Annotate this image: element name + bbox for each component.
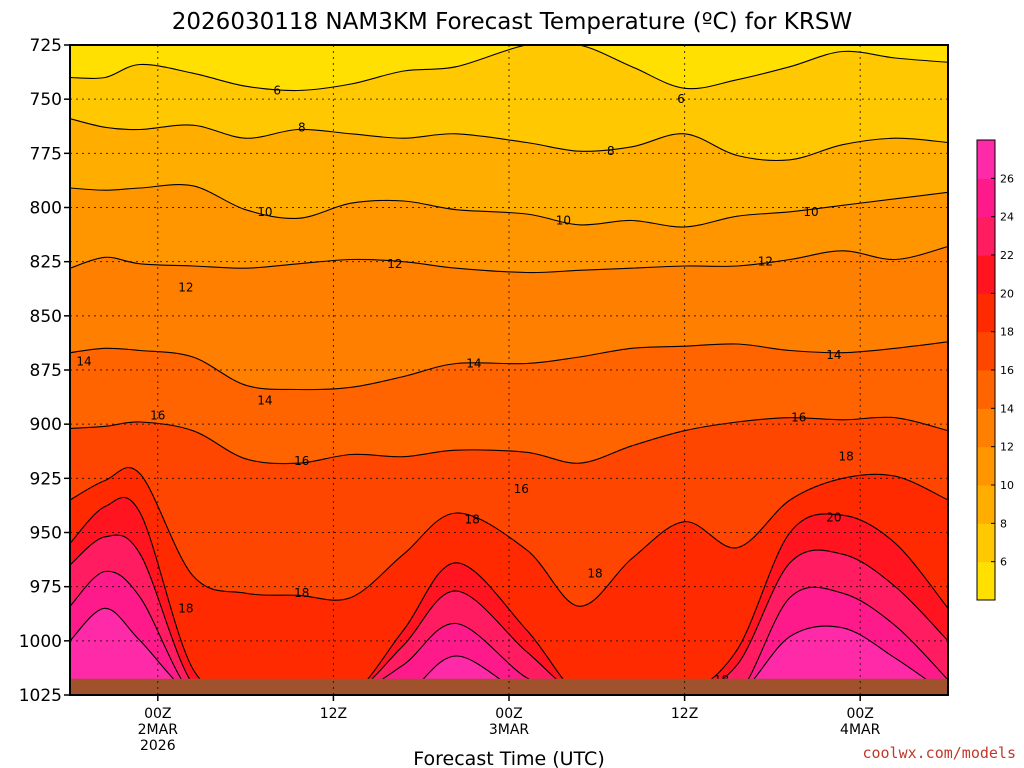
- x-tick-label: 4MAR: [840, 722, 881, 738]
- contour-label: 16: [791, 411, 806, 425]
- y-tick-label: 775: [30, 144, 62, 164]
- contour-label: 14: [257, 393, 272, 407]
- contour-label: 18: [587, 567, 602, 581]
- contour-label: 6: [677, 92, 685, 106]
- contour-label: 8: [607, 144, 615, 158]
- colorbar-segment: [977, 408, 995, 448]
- y-tick-label: 1000: [19, 632, 62, 652]
- colorbar-tick-label: 26: [1000, 172, 1014, 185]
- contour-label: 18: [294, 586, 309, 600]
- colorbar-tick-label: 10: [1000, 479, 1014, 492]
- contour-label: 20: [826, 510, 841, 524]
- colorbar-tick-label: 6: [1000, 556, 1007, 569]
- plot-area: 6 6 8 8 10 10 10 12 12 12 14 14 14 14 16 16 16 16 18 18 18 18…: [70, 45, 948, 695]
- contour-label: 18: [839, 450, 854, 464]
- contour-label: 16: [294, 454, 309, 468]
- y-tick-label: 750: [30, 90, 62, 110]
- credit-text: coolwx.com/models: [862, 744, 1016, 762]
- plot-fill-layer: 6 6 8 8 10 10 10 12 12 12 14 14 14 14 16 16 16 16 18 18 18 18…: [70, 45, 948, 695]
- contour-12: [70, 245, 948, 274]
- colorbar-segment: [977, 523, 995, 563]
- contour-label: 10: [803, 205, 818, 219]
- contour-label: 12: [758, 255, 773, 269]
- y-tick-label: 875: [30, 361, 62, 381]
- contour-label: 10: [556, 214, 571, 228]
- colorbar-segment: [977, 140, 995, 179]
- colorbar-tick-label: 8: [1000, 517, 1007, 530]
- contour-label: 18: [464, 513, 479, 527]
- contour-label: 14: [826, 348, 841, 362]
- contour-8: [70, 118, 948, 162]
- x-axis-label: Forecast Time (UTC): [413, 748, 604, 768]
- contour-label: 10: [257, 205, 272, 219]
- contour-label: 16: [150, 409, 165, 423]
- fill-above-18: [70, 467, 948, 695]
- contour-label: 12: [387, 257, 402, 271]
- x-tick-label: 00Z: [495, 706, 522, 722]
- axes: 7257507758008258508759009259509751000102…: [19, 36, 949, 754]
- colorbar-segment: [977, 370, 995, 409]
- y-tick-label: 850: [30, 307, 62, 327]
- colorbar-tick-label: 12: [1000, 441, 1014, 454]
- colorbar-segment: [977, 561, 995, 601]
- x-tick-label: 00Z: [846, 706, 873, 722]
- contour-14: [70, 341, 948, 391]
- colorbar-segment: [977, 446, 995, 486]
- y-tick-label: 1025: [19, 686, 62, 706]
- colorbar-segment: [977, 485, 995, 524]
- contour-label: 8: [298, 120, 306, 134]
- x-tick-label: 12Z: [671, 706, 698, 722]
- contour-label: 16: [514, 482, 529, 496]
- x-tick-label: 2MAR: [138, 722, 179, 738]
- x-tick-label: 3MAR: [489, 722, 530, 738]
- chart-title: 2026030118 NAM3KM Forecast Temperature (…: [172, 9, 852, 35]
- contour-label: 6: [273, 84, 281, 98]
- x-tick-label: 00Z: [144, 706, 171, 722]
- x-tick-label: 12Z: [320, 706, 347, 722]
- contour-6: [70, 45, 948, 92]
- colorbar-tick-label: 18: [1000, 326, 1014, 339]
- y-tick-label: 800: [30, 199, 62, 219]
- contour-label: 14: [466, 357, 481, 371]
- contour-label: 12: [178, 281, 193, 295]
- y-tick-label: 725: [30, 36, 62, 56]
- y-tick-label: 950: [30, 524, 62, 544]
- colorbar-segment: [977, 178, 995, 218]
- colorbar-tick-label: 22: [1000, 249, 1014, 262]
- colorbar-tick-label: 16: [1000, 364, 1014, 377]
- colorbar-tick-label: 14: [1000, 402, 1014, 415]
- contour-16: [70, 416, 948, 465]
- y-tick-label: 975: [30, 578, 62, 598]
- colorbar-tick-label: 24: [1000, 211, 1014, 224]
- contour-label: 18: [178, 601, 193, 615]
- contour-label: 14: [76, 354, 91, 368]
- colorbar-segment: [977, 293, 995, 333]
- colorbar-segment: [977, 216, 995, 256]
- contour-22: [70, 534, 948, 695]
- colorbar-segment: [977, 255, 995, 294]
- contour-10: [70, 183, 948, 228]
- contour-18: [70, 467, 948, 607]
- colorbar-segment: [977, 331, 995, 371]
- y-tick-label: 925: [30, 469, 62, 489]
- ground-surface: [70, 678, 948, 695]
- y-tick-label: 900: [30, 415, 62, 435]
- y-tick-label: 825: [30, 253, 62, 273]
- colorbar: 6 8 10 12 14 16 18 20 22 24 26: [976, 139, 1014, 601]
- x-tick-label: 2026: [140, 738, 176, 754]
- colorbar-tick-label: 20: [1000, 287, 1014, 300]
